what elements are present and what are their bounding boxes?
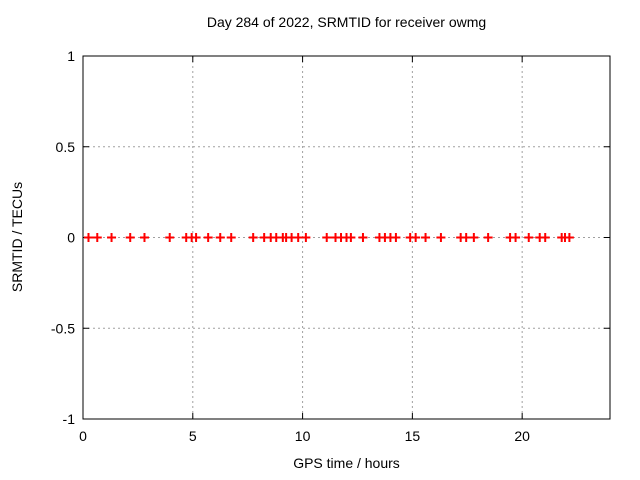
data-marker-plus <box>540 233 550 242</box>
data-marker-plus <box>564 233 574 242</box>
data-marker-plus <box>107 233 117 242</box>
data-marker-plus <box>139 233 149 242</box>
x-tick-label: 0 <box>79 428 87 444</box>
data-marker-plus <box>461 233 471 242</box>
data-marker-plus <box>483 233 493 242</box>
data-marker-plus <box>411 233 421 242</box>
data-marker-plus <box>226 233 236 242</box>
data-marker-plus <box>358 233 368 242</box>
y-axis-label: SRMTID / TECUs <box>9 181 25 293</box>
data-marker-plus <box>391 233 401 242</box>
x-tick-label: 10 <box>295 428 311 444</box>
x-tick-label: 20 <box>514 428 530 444</box>
y-tick-label: -0.5 <box>51 320 75 336</box>
data-marker-plus <box>215 233 225 242</box>
y-tick-label: 0.5 <box>56 139 76 155</box>
data-marker-plus <box>293 233 303 242</box>
x-tick-label: 5 <box>189 428 197 444</box>
y-tick-label: -1 <box>63 411 76 427</box>
data-marker-plus <box>125 233 135 242</box>
data-marker-plus <box>322 233 332 242</box>
data-marker-plus <box>83 233 93 242</box>
data-marker-plus <box>469 233 479 242</box>
data-marker-plus <box>92 233 102 242</box>
data-marker-plus <box>165 233 175 242</box>
x-tick-label: 15 <box>405 428 421 444</box>
data-marker-plus <box>436 233 446 242</box>
x-axis-label: GPS time / hours <box>293 455 400 471</box>
data-marker-plus <box>203 233 213 242</box>
data-marker-plus <box>346 233 356 242</box>
data-marker-plus <box>511 233 521 242</box>
y-tick-label: 1 <box>67 48 75 64</box>
data-marker-plus <box>301 233 311 242</box>
y-tick-label: 0 <box>67 230 75 246</box>
data-marker-plus <box>524 233 534 242</box>
data-marker-plus <box>421 233 431 242</box>
data-marker-plus <box>248 233 258 242</box>
data-marker-plus <box>191 233 201 242</box>
chart-title: Day 284 of 2022, SRMTID for receiver owm… <box>206 14 487 30</box>
